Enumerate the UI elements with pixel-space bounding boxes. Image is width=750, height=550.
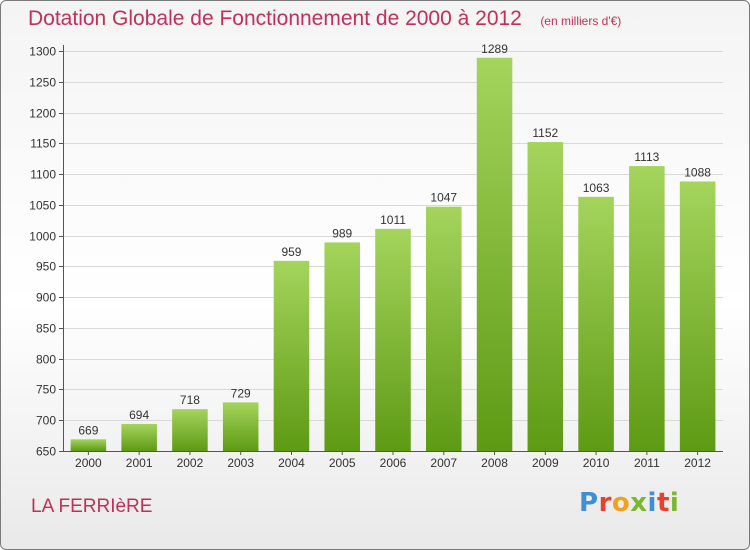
bar (222, 402, 259, 451)
labels: 650 700 750 800 850 900 950 1000 1050 1100 1150 120… (29, 42, 711, 470)
y-tick-label: 1150 (30, 137, 56, 151)
x-tick-label: 2012 (684, 456, 711, 470)
y-tick-label: 950 (36, 260, 56, 274)
value-label: 694 (129, 408, 149, 422)
x-tick-label: 2009 (532, 456, 559, 470)
y-tick-label: 1100 (30, 168, 56, 182)
bar (324, 242, 360, 451)
x-tick-label: 2002 (177, 456, 204, 470)
bars (70, 57, 716, 452)
value-label: 1088 (684, 165, 711, 179)
y-tick-label: 650 (36, 445, 56, 459)
value-label: 669 (78, 423, 98, 437)
logo-letter: x (630, 488, 648, 518)
y-tick-label: 900 (36, 291, 56, 305)
y-tick-label: 1050 (29, 199, 56, 213)
x-tick-label: 2006 (380, 456, 407, 470)
logo-letter: i (647, 488, 657, 518)
logo-letter: i (669, 488, 680, 518)
value-label: 959 (281, 245, 301, 259)
value-label: 1289 (481, 42, 508, 56)
commune-name: LA FERRIèRE (31, 496, 153, 517)
proxiti-logo: Proxiti (579, 488, 679, 518)
chart-title: Dotation Globale de Fonctionnement de 20… (28, 7, 621, 31)
value-label: 718 (180, 393, 200, 407)
y-tick-label: 700 (36, 414, 56, 428)
y-tick-label: 850 (36, 322, 56, 336)
bar (629, 166, 665, 452)
x-tick-label: 2000 (75, 456, 102, 470)
y-tick-label: 750 (36, 383, 56, 397)
axes (59, 45, 723, 455)
value-label: 1047 (430, 191, 457, 205)
value-label: 1063 (583, 181, 610, 195)
bar (476, 57, 513, 452)
value-label: 989 (332, 226, 352, 240)
bar (679, 181, 716, 451)
value-label: 1011 (380, 213, 406, 227)
y-tick-label: 1250 (29, 76, 56, 90)
y-tick-label: 1200 (29, 107, 56, 121)
x-tick-label: 2004 (278, 456, 305, 470)
value-label: 1113 (634, 150, 659, 164)
bar (121, 423, 157, 451)
bar (375, 228, 411, 451)
value-label: 1152 (532, 126, 558, 140)
x-tick-label: 2007 (430, 456, 457, 470)
value-label: 729 (231, 386, 251, 400)
logo-letter: o (611, 488, 631, 518)
y-tick-label: 800 (36, 353, 56, 367)
bar (70, 439, 107, 451)
y-tick-label: 1000 (29, 230, 56, 244)
x-tick-label: 2001 (126, 456, 153, 470)
x-tick-label: 2008 (481, 456, 508, 470)
x-tick-label: 2010 (583, 456, 610, 470)
logo-letter: t (656, 488, 670, 518)
bar (527, 142, 564, 452)
x-tick-label: 2003 (227, 456, 254, 470)
bar (172, 409, 208, 451)
x-tick-label: 2011 (634, 456, 660, 470)
x-tick-label: 2005 (329, 456, 356, 470)
chart-unit: (en milliers d'€) (540, 14, 622, 28)
y-tick-label: 1300 (29, 45, 56, 59)
logo-letter: r (598, 488, 612, 518)
bar (578, 196, 614, 451)
bar (426, 206, 462, 451)
logo-letter: P (579, 488, 599, 518)
chart-title-text: Dotation Globale de Fonctionnement de 20… (28, 7, 522, 30)
bar (273, 260, 310, 451)
